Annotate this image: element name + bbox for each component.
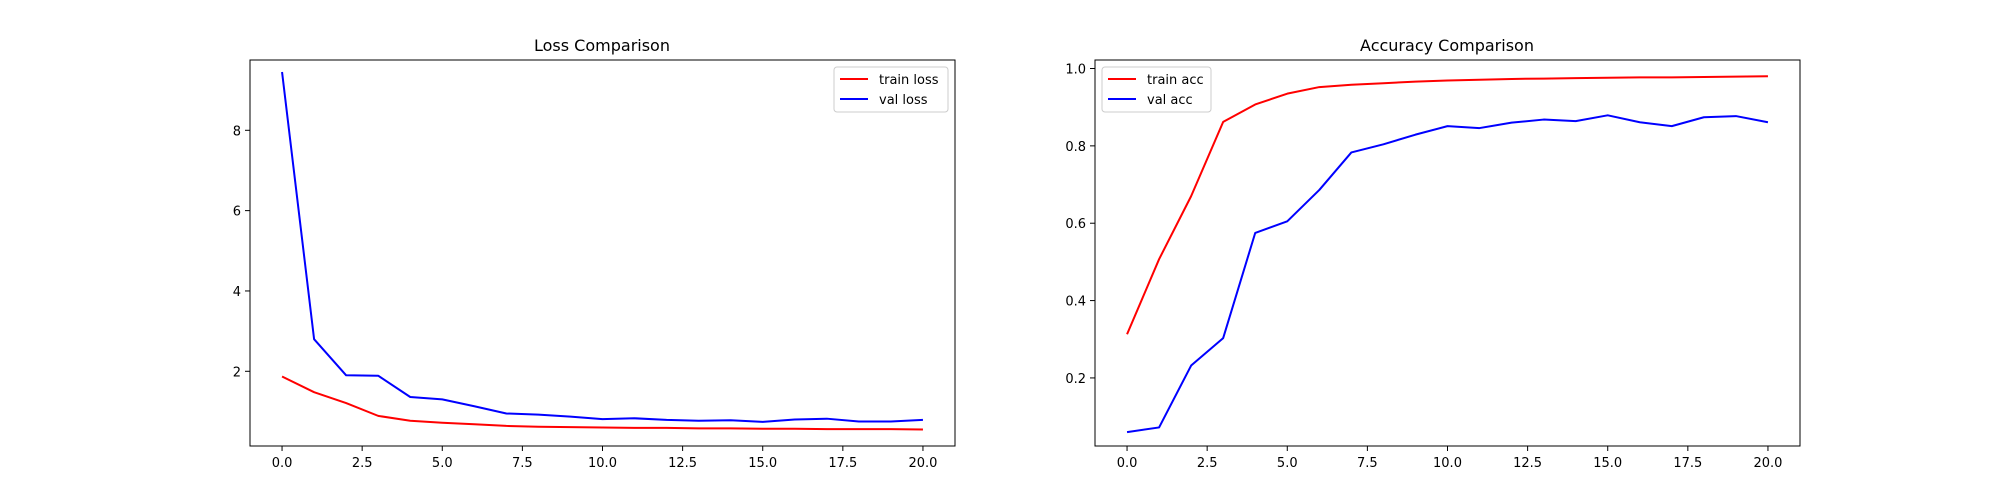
loss-y-tick-label: 8 <box>233 124 241 139</box>
legend-train-loss-label: train loss <box>879 73 939 88</box>
legend-train-acc-label: train acc <box>1147 73 1204 88</box>
loss-plot-area: 0.0 2.5 5.0 7.5 10.0 12.5 15.0 17.5 20.0 2 4 6 8 <box>233 59 956 471</box>
loss-chart-title: Loss Comparison <box>534 36 670 55</box>
legend-val-acc-label: val acc <box>1147 93 1193 108</box>
loss-x-tick-label: 20.0 <box>908 456 937 471</box>
loss-y-tick-label: 6 <box>233 205 241 220</box>
accuracy-y-tick-label: 0.8 <box>1065 140 1086 155</box>
accuracy-y-tick-label: 0.6 <box>1065 217 1086 232</box>
accuracy-y-tick-label: 0.2 <box>1065 372 1086 387</box>
train-acc-line <box>1126 75 1768 335</box>
loss-y-tick-label: 2 <box>233 365 241 380</box>
loss-chart-panel: Loss Comparison 0.0 2.5 5.0 7.5 10.0 12.5 15.0… <box>233 36 956 471</box>
accuracy-x-tick-label: 12.5 <box>1513 456 1542 471</box>
val-loss-line <box>281 71 924 423</box>
loss-chart-legend: train loss val loss <box>833 66 949 113</box>
accuracy-x-tick-label: 7.5 <box>1357 456 1378 471</box>
accuracy-x-tick-label: 2.5 <box>1197 456 1218 471</box>
accuracy-plot-area: 0.0 2.5 5.0 7.5 10.0 12.5 15.0 17.5 20.0 0.2 0.4 0.… <box>1065 59 1801 471</box>
val-acc-line <box>1126 114 1769 434</box>
loss-x-tick-label: 17.5 <box>828 456 857 471</box>
train-loss-line <box>281 375 923 431</box>
loss-x-tick-label: 5.0 <box>432 456 453 471</box>
loss-x-tick-label: 12.5 <box>668 456 697 471</box>
accuracy-chart-legend: train acc val acc <box>1101 66 1212 113</box>
loss-x-tick-label: 7.5 <box>512 456 533 471</box>
accuracy-chart-panel: Accuracy Comparison 0.0 2.5 5.0 7.5 10.0 12.5… <box>1065 36 1801 471</box>
legend-val-loss-label: val loss <box>879 93 928 108</box>
accuracy-x-tick-label: 10.0 <box>1433 456 1462 471</box>
accuracy-y-tick-label: 0.4 <box>1065 295 1086 310</box>
accuracy-x-tick-label: 20.0 <box>1753 456 1782 471</box>
accuracy-y-tick-label: 1.0 <box>1065 63 1086 78</box>
accuracy-x-tick-label: 17.5 <box>1673 456 1702 471</box>
loss-x-tick-label: 15.0 <box>748 456 777 471</box>
loss-x-tick-label: 10.0 <box>588 456 617 471</box>
loss-y-tick-label: 4 <box>233 285 241 300</box>
accuracy-x-tick-label: 0.0 <box>1117 456 1138 471</box>
accuracy-x-tick-label: 15.0 <box>1593 456 1622 471</box>
loss-x-tick-label: 0.0 <box>272 456 293 471</box>
accuracy-x-tick-label: 5.0 <box>1277 456 1298 471</box>
accuracy-chart-title: Accuracy Comparison <box>1360 36 1534 55</box>
loss-x-tick-label: 2.5 <box>352 456 373 471</box>
